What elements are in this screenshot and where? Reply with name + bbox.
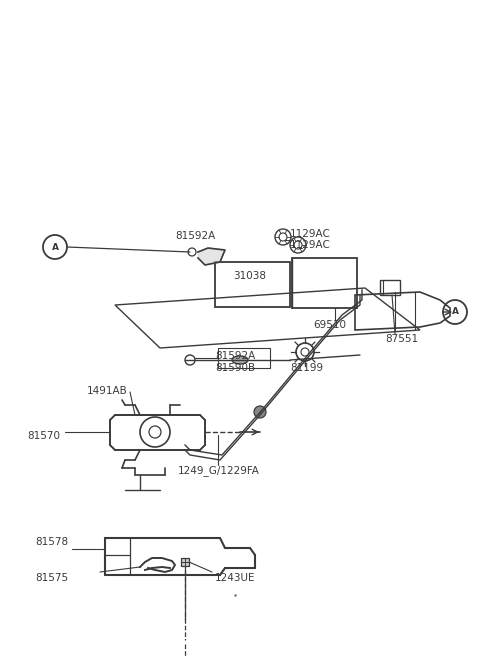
Bar [380,280,400,295]
Text: 81592A: 81592A [215,351,255,361]
Text: 1129AC: 1129AC [290,229,331,239]
Bar [218,348,270,368]
Text: 69510: 69510 [313,320,346,330]
Text: 81575: 81575 [35,573,68,583]
Text: 1491AB: 1491AB [87,386,128,396]
Text: 81590B: 81590B [215,363,255,373]
Text: 1249_G/1229FA: 1249_G/1229FA [178,465,260,476]
Bar [215,262,290,307]
Text: 31038: 31038 [233,271,266,281]
Text: A: A [452,307,458,317]
Ellipse shape [232,356,248,364]
Text: 87551: 87551 [385,334,418,344]
Bar [181,558,189,566]
Text: 81592A: 81592A [175,231,215,241]
Text: 81578: 81578 [35,537,68,547]
Polygon shape [198,248,225,265]
Circle shape [254,406,266,418]
Bar [292,258,357,308]
Text: A: A [51,242,59,252]
Text: 81570: 81570 [27,431,60,441]
Text: 1243UE: 1243UE [215,573,255,583]
Text: 81199: 81199 [290,363,323,373]
Text: 1129AC: 1129AC [290,240,331,250]
